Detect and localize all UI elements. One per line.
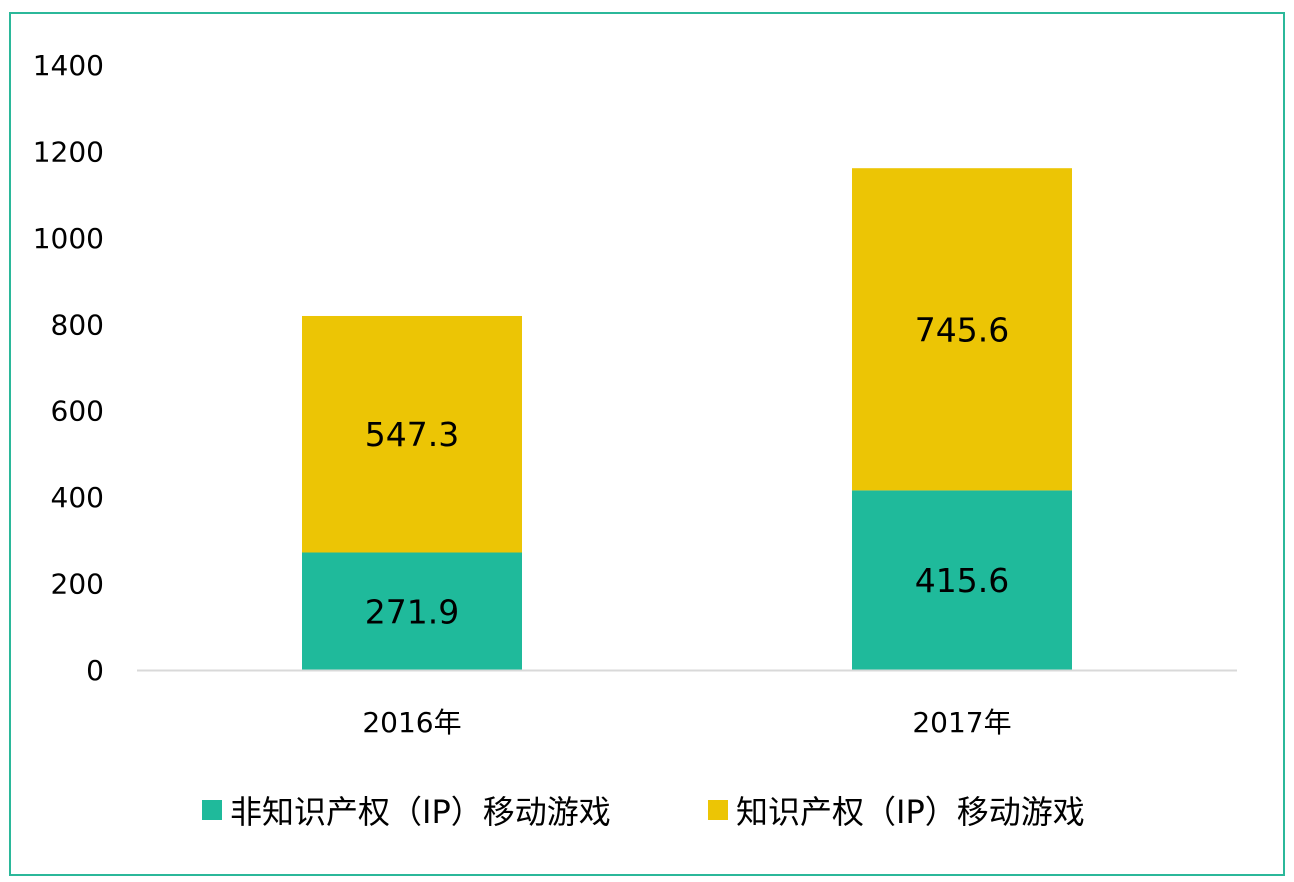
y-tick-label: 400	[51, 481, 104, 514]
bar-data-label: 547.3	[365, 415, 459, 454]
legend-label: 知识产权（IP）移动游戏	[736, 793, 1085, 831]
bar-data-label: 271.9	[365, 592, 459, 631]
data-labels: 271.9 547.3 415.6 745.6	[365, 310, 1009, 631]
y-tick-label: 0	[86, 654, 104, 687]
y-tick-label: 1000	[33, 222, 104, 255]
y-tick-label: 200	[51, 568, 104, 601]
y-axis-ticks: 0 200 400 600 800 1000 1200 1400	[33, 49, 104, 687]
bar-segment	[852, 490, 1072, 670]
legend: 非知识产权（IP）移动游戏 知识产权（IP）移动游戏	[202, 793, 1085, 831]
legend-swatch	[708, 800, 728, 820]
bar-segment	[302, 315, 522, 553]
y-tick-label: 1400	[33, 49, 104, 82]
legend-label: 非知识产权（IP）移动游戏	[230, 793, 611, 831]
bar-group	[302, 168, 1072, 670]
x-tick-label: 2017年	[912, 706, 1011, 739]
bar-segment	[852, 168, 1072, 491]
bar-data-label: 415.6	[915, 561, 1009, 600]
bar-segment	[302, 552, 522, 670]
legend-swatch	[202, 800, 222, 820]
x-axis-labels: 2016年 2017年	[362, 706, 1011, 739]
x-tick-label: 2016年	[362, 706, 461, 739]
y-tick-label: 1200	[33, 135, 104, 168]
y-tick-label: 600	[51, 395, 104, 428]
chart-frame	[9, 12, 1285, 876]
bar-data-label: 745.6	[915, 310, 1009, 349]
y-tick-label: 800	[51, 308, 104, 341]
